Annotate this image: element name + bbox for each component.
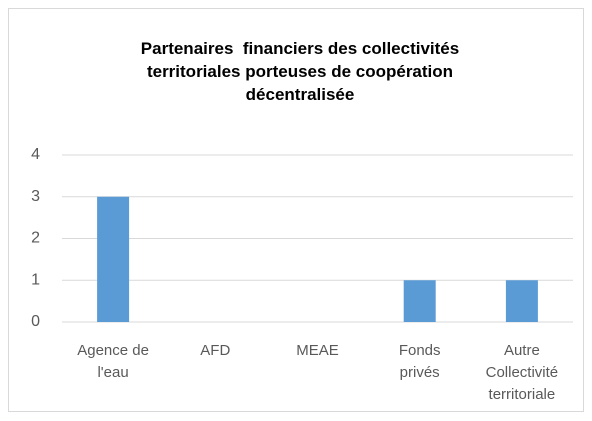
y-tick-label: 4 bbox=[31, 146, 40, 163]
x-tick-label: Fonds privés bbox=[398, 342, 441, 381]
bar bbox=[97, 196, 130, 322]
y-tick-label: 2 bbox=[31, 230, 40, 247]
x-tick-label: AFD bbox=[200, 342, 231, 359]
chart-title: Partenaires financiers des collectivités… bbox=[140, 39, 464, 104]
bar bbox=[505, 280, 538, 322]
y-tick-label: 3 bbox=[31, 188, 40, 205]
y-tick-label: 1 bbox=[31, 271, 40, 288]
x-tick-label: MEAE bbox=[296, 342, 339, 359]
bar bbox=[403, 280, 436, 322]
chart-frame bbox=[8, 8, 584, 412]
x-tick-label: Autre Collectivité territoriale bbox=[485, 342, 559, 403]
y-tick-label: 0 bbox=[31, 313, 40, 330]
x-tick-label: Agence de l'eau bbox=[77, 342, 149, 381]
